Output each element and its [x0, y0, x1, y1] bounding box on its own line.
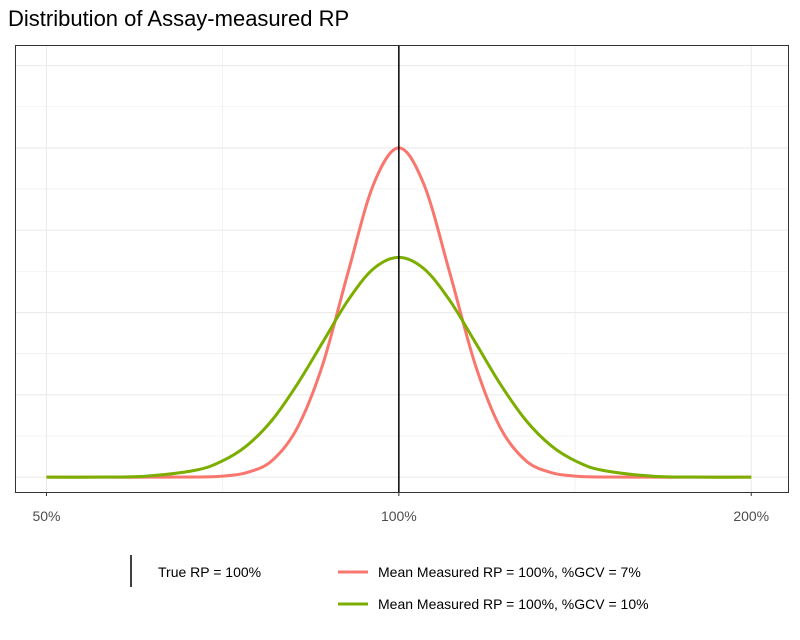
- x-tick-label: 200%: [733, 508, 769, 524]
- legend-label-series-1: Mean Measured RP = 100%, %GCV = 7%: [378, 564, 641, 580]
- x-tick-label: 50%: [32, 508, 60, 524]
- x-axis: 50% 100% 200%: [32, 492, 769, 524]
- grid: [15, 45, 788, 492]
- legend-label-true-rp: True RP = 100%: [158, 564, 261, 580]
- chart-title: Distribution of Assay-measured RP: [8, 6, 350, 31]
- legend: True RP = 100% Mean Measured RP = 100%, %…: [130, 555, 649, 612]
- panel-border: [15, 45, 789, 493]
- x-tick-label: 100%: [381, 508, 417, 524]
- curves: [46, 45, 752, 492]
- legend-label-series-2: Mean Measured RP = 100%, %GCV = 10%: [378, 596, 649, 612]
